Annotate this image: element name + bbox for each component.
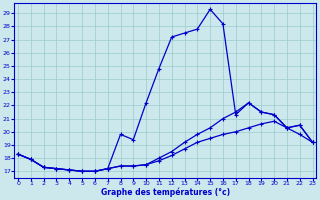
X-axis label: Graphe des températures (°c): Graphe des températures (°c) xyxy=(101,188,230,197)
